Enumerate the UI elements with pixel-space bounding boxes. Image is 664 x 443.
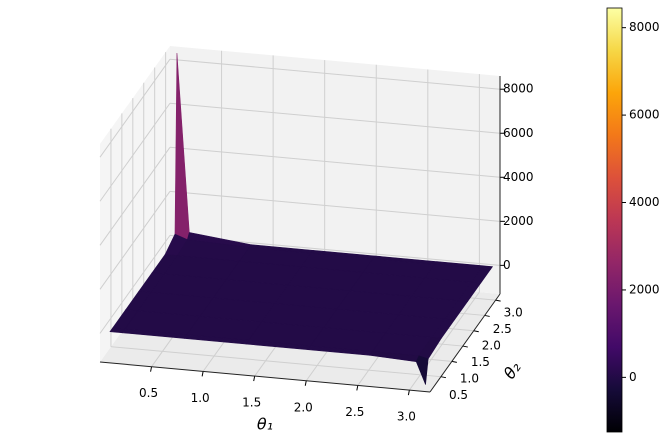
colorbar-tick-label: 4000	[629, 195, 660, 209]
colorbar-tick-label: 8000	[629, 20, 660, 34]
x-tick	[356, 385, 359, 391]
z-tick-label: 6000	[503, 126, 534, 140]
grid-line	[169, 146, 501, 178]
z-tick-label: 2000	[503, 214, 534, 228]
z-tick-label: 4000	[503, 170, 534, 184]
grid-line	[110, 346, 441, 378]
x-axis-label: θ₁	[257, 415, 273, 434]
y-tick	[440, 376, 447, 379]
y-tick-label: 1.5	[471, 355, 490, 369]
y-tick-label: 2.0	[482, 339, 501, 353]
surface	[109, 52, 494, 385]
grid-line	[99, 102, 171, 202]
x-tick	[304, 380, 307, 386]
y-axis-label: θ₂	[500, 358, 525, 383]
y-tick-label: 2.5	[493, 322, 512, 336]
x-tick	[201, 371, 204, 377]
z-tick-label: 8000	[503, 82, 534, 96]
x-tick-label: 2.0	[294, 400, 313, 414]
y-tick	[462, 345, 468, 348]
y-tick-label: 0.5	[449, 388, 468, 402]
colorbar	[606, 7, 623, 433]
grid-line	[169, 58, 501, 90]
x-tick-label: 2.5	[345, 405, 364, 419]
z-tick-label: 0	[503, 258, 511, 272]
x-tick-label: 3.0	[397, 410, 416, 424]
grid-line	[99, 191, 171, 290]
grid-line	[99, 147, 171, 246]
x-tick-label: 1.0	[191, 391, 210, 405]
grid-line	[99, 58, 171, 158]
x-axis-line	[99, 361, 431, 393]
grid-line	[169, 102, 501, 134]
back-pane	[170, 46, 500, 294]
grid-line	[99, 235, 171, 334]
y-tick	[495, 299, 501, 302]
grid-line	[169, 190, 501, 222]
surface-patch	[415, 355, 429, 385]
colorbar-tick-label: 6000	[629, 108, 660, 122]
x-tick	[253, 375, 256, 382]
y-tick	[484, 314, 490, 317]
x-tick-label: 1.5	[242, 396, 261, 410]
x-tick-label: 0.5	[139, 386, 158, 400]
y-axis-line	[429, 293, 501, 393]
y-tick	[451, 360, 457, 363]
x-tick	[407, 390, 410, 396]
x-tick	[150, 366, 153, 372]
y-tick	[473, 330, 479, 333]
colorbar-tick-label: 0	[629, 370, 637, 384]
y-tick-label: 1.0	[460, 372, 479, 386]
colorbar-tick-label: 2000	[629, 282, 660, 296]
y-tick-label: 3.0	[504, 306, 523, 320]
